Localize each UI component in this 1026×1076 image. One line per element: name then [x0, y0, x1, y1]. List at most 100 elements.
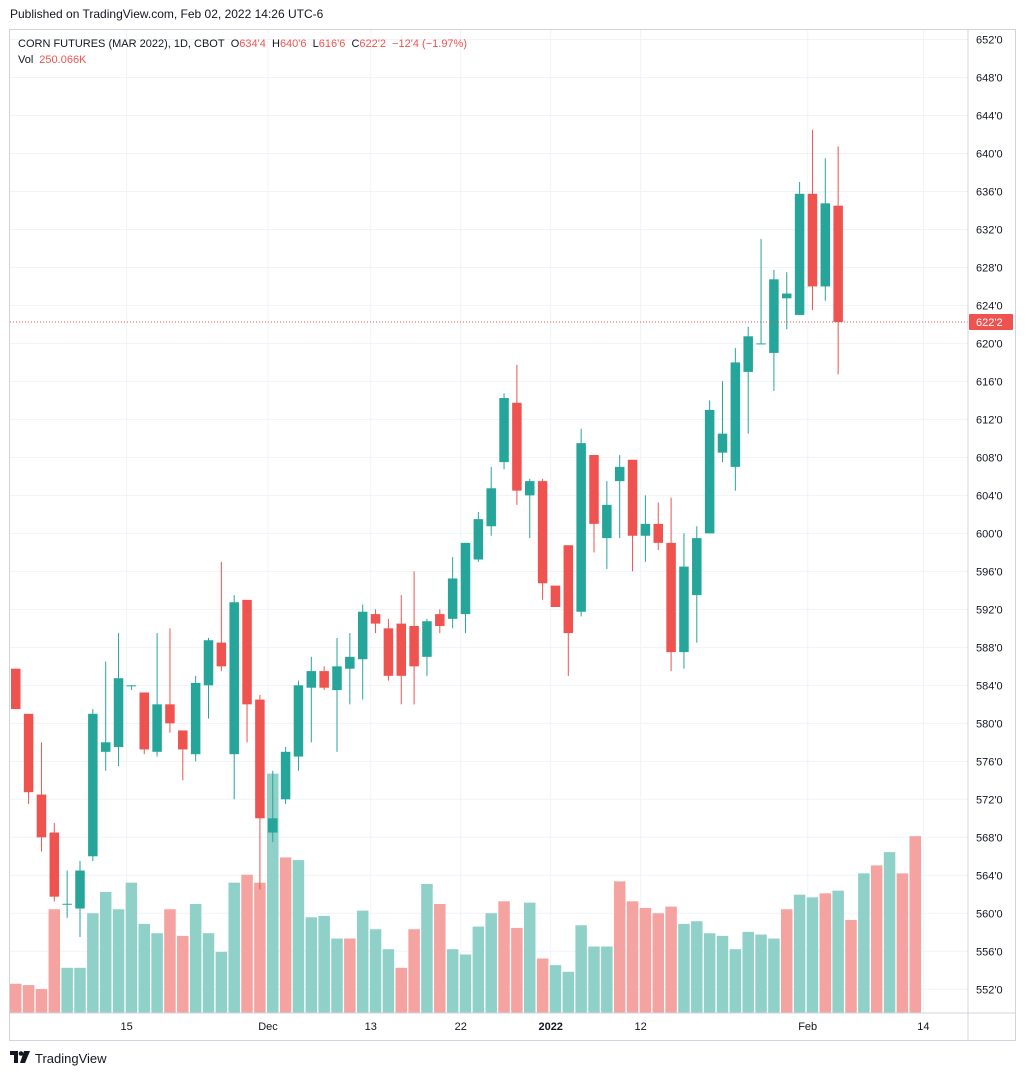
- volume-bar: [99, 891, 112, 1013]
- candle-body: [666, 542, 676, 653]
- candle-body: [704, 409, 715, 534]
- volume-bar: [896, 873, 909, 1013]
- candle-body: [473, 519, 484, 560]
- volume-bar: [228, 882, 240, 1013]
- legend-high-value: 640'6: [279, 38, 307, 50]
- volume-bar: [652, 913, 664, 1013]
- volume-bar: [858, 873, 870, 1013]
- candle-body: [794, 193, 805, 315]
- legend-high-label: H: [271, 38, 280, 50]
- volume-bar: [215, 951, 228, 1013]
- volume-bar: [524, 902, 536, 1013]
- candle-body: [293, 685, 304, 757]
- price-tick-label: 644'0: [976, 110, 1003, 122]
- candle-body: [139, 692, 149, 750]
- price-tick-label: 632'0: [976, 224, 1003, 236]
- chart-legend: CORN FUTURES (MAR 2022), 1D, CBOT O634'4…: [18, 36, 467, 68]
- price-tick-label: 580'0: [976, 718, 1003, 730]
- candle-body: [306, 671, 317, 688]
- price-tick-label: 636'0: [976, 186, 1003, 198]
- candle-body: [782, 293, 792, 299]
- volume-bar: [48, 909, 61, 1013]
- volume-bar: [395, 967, 407, 1013]
- candle-body: [679, 566, 689, 653]
- volume-bar: [202, 933, 215, 1013]
- volume-bar: [356, 910, 369, 1013]
- candle-body: [692, 538, 702, 596]
- time-tick-label: 12: [635, 1021, 647, 1033]
- volume-bar: [845, 919, 857, 1013]
- tradingview-brand[interactable]: TradingView: [10, 1050, 107, 1066]
- volume-bar: [768, 938, 780, 1013]
- candle-body: [62, 903, 72, 905]
- candle-body: [460, 542, 471, 615]
- time-tick-label: 14: [917, 1021, 929, 1033]
- price-tick-label: 552'0: [976, 984, 1003, 996]
- candle-body: [152, 704, 162, 752]
- candle-body: [435, 614, 445, 626]
- volume-bar: [254, 882, 266, 1013]
- candle-body: [357, 611, 368, 660]
- volume-bar: [883, 852, 896, 1013]
- volume-bar: [305, 917, 318, 1013]
- volume-bar: [138, 923, 150, 1013]
- candle-body: [165, 704, 175, 724]
- candle-body: [486, 488, 496, 527]
- candle-body: [769, 279, 779, 353]
- volume-bar: [909, 836, 921, 1013]
- volume-bar: [125, 882, 138, 1013]
- volume-bar: [819, 893, 832, 1013]
- candle-body: [216, 642, 227, 667]
- price-tick-label: 608'0: [976, 452, 1003, 464]
- candle-body: [203, 640, 214, 686]
- price-tick-label: 612'0: [976, 414, 1003, 426]
- volume-bar: [562, 971, 575, 1013]
- time-tick-label: Dec: [258, 1021, 278, 1033]
- candle-body: [589, 455, 599, 524]
- volume-bar: [164, 909, 176, 1013]
- candle-body: [370, 614, 381, 624]
- price-tick-label: 600'0: [976, 528, 1003, 540]
- price-tick-label: 592'0: [976, 604, 1003, 616]
- candle-body: [11, 668, 21, 710]
- candle-body: [36, 794, 47, 838]
- candle-body: [550, 585, 561, 607]
- last-price-box: [969, 314, 1013, 331]
- price-tick-label: 620'0: [976, 338, 1003, 350]
- volume-bar: [549, 965, 562, 1013]
- legend-open-value: 634'4: [239, 38, 266, 50]
- candle-body: [280, 751, 291, 800]
- candle-body: [190, 682, 201, 755]
- price-tick-label: 604'0: [976, 490, 1003, 502]
- candle-body: [820, 203, 831, 287]
- volume-bar: [331, 938, 343, 1013]
- volume-bar: [189, 903, 202, 1013]
- candle-body: [113, 678, 124, 748]
- candle-body: [602, 504, 612, 539]
- candle-body: [255, 699, 265, 819]
- legend-volume-value: 250.066K: [39, 54, 87, 66]
- volume-bar: [74, 967, 86, 1013]
- tradingview-logo-icon: [10, 1050, 30, 1066]
- candle-body: [807, 193, 818, 287]
- chart-frame[interactable]: [9, 29, 1016, 1041]
- legend-volume-label: Vol: [18, 54, 34, 66]
- volume-bar: [588, 946, 600, 1013]
- volume-bar: [382, 949, 395, 1013]
- volume-bar: [742, 931, 754, 1013]
- volume-bar: [716, 935, 729, 1013]
- price-tick-label: 652'0: [976, 34, 1003, 46]
- candle-body: [717, 433, 728, 453]
- legend-close-value: 622'2: [359, 38, 386, 50]
- time-tick-label: 13: [365, 1021, 377, 1033]
- candle-body: [268, 818, 278, 833]
- candle-body: [447, 578, 458, 619]
- candle-body: [525, 481, 535, 496]
- legend-close-label: C: [351, 38, 360, 50]
- candle-body: [422, 621, 432, 657]
- volume-bar: [832, 890, 844, 1013]
- volume-bar: [536, 958, 549, 1013]
- volume-bar: [485, 913, 497, 1013]
- candle-body: [627, 459, 638, 536]
